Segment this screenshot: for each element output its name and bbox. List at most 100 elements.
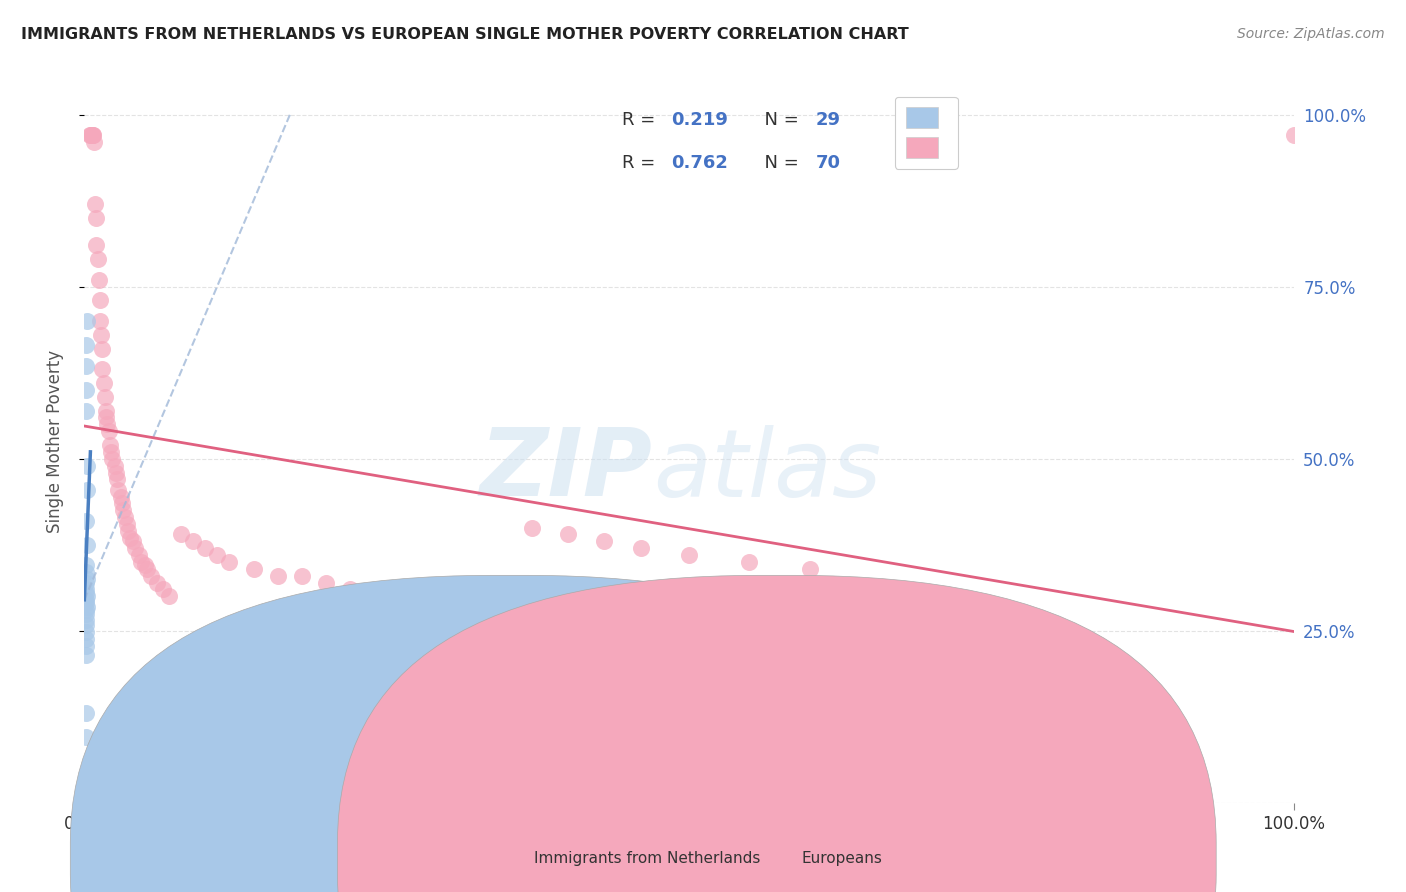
Text: R =: R = (623, 111, 661, 129)
Point (799, 562, 821, 576)
Text: Source: ZipAtlas.com: Source: ZipAtlas.com (1237, 27, 1385, 41)
Point (557, 527, 579, 541)
Point (139, 568, 162, 582)
Point (136, 562, 159, 576)
Point (75, 338, 97, 352)
Point (75, 359, 97, 373)
Point (146, 575, 169, 590)
Point (75, 586, 97, 600)
Point (75, 639, 97, 653)
Point (194, 541, 217, 556)
Point (218, 555, 240, 569)
Point (110, 490, 132, 504)
Point (134, 558, 156, 573)
Point (75, 403, 97, 417)
Point (291, 568, 314, 582)
Point (496, 624, 519, 638)
Point (82, 128, 104, 143)
Text: IMMIGRANTS FROM NETHERLANDS VS EUROPEAN SINGLE MOTHER POVERTY CORRELATION CHART: IMMIGRANTS FROM NETHERLANDS VS EUROPEAN … (21, 27, 908, 42)
Point (86, 238, 108, 252)
Point (76, 599, 98, 614)
Point (1282, 128, 1305, 143)
Point (98, 438, 121, 452)
Point (75, 596, 97, 610)
Point (207, 548, 229, 562)
Point (339, 582, 361, 597)
Point (82, 128, 104, 143)
Point (630, 541, 652, 556)
Legend: , : , (894, 96, 957, 169)
Point (79, 128, 101, 143)
Point (89, 314, 111, 328)
Text: atlas: atlas (652, 425, 882, 516)
Point (75, 514, 97, 528)
Text: 0.219: 0.219 (671, 111, 728, 129)
Point (75, 614, 97, 628)
Point (76, 572, 98, 586)
Text: Immigrants from Netherlands: Immigrants from Netherlands (534, 851, 761, 865)
Point (89, 293, 111, 308)
Point (105, 472, 128, 486)
Point (678, 548, 700, 562)
Point (242, 562, 264, 576)
Point (93, 376, 115, 390)
Point (181, 534, 204, 549)
Point (83, 135, 105, 149)
Text: R =: R = (623, 154, 661, 172)
Point (152, 582, 174, 597)
Point (738, 555, 761, 569)
Point (120, 531, 142, 545)
Point (412, 603, 434, 617)
Point (75, 592, 97, 607)
Point (520, 520, 543, 534)
Point (76, 590, 98, 604)
Point (76, 538, 98, 552)
Point (101, 451, 124, 466)
Point (84, 197, 107, 211)
Point (375, 590, 398, 604)
Point (267, 568, 290, 582)
Point (91, 342, 114, 356)
Point (91, 362, 114, 376)
Point (79, 128, 101, 143)
Point (128, 548, 150, 562)
Point (75, 731, 97, 745)
Point (121, 534, 143, 549)
Point (94, 410, 117, 425)
Point (75, 632, 97, 646)
Point (90, 327, 112, 342)
Point (75, 603, 97, 617)
Point (75, 566, 97, 580)
Point (107, 483, 129, 497)
Point (94, 403, 117, 417)
Point (117, 524, 139, 538)
Point (112, 503, 135, 517)
Point (75, 648, 97, 662)
Point (75, 582, 97, 597)
Point (124, 541, 146, 556)
Point (104, 466, 127, 480)
Point (75, 706, 97, 721)
Point (111, 496, 134, 510)
Point (114, 510, 136, 524)
Point (87, 273, 110, 287)
Point (315, 575, 337, 590)
Point (100, 445, 122, 459)
Point (75, 607, 97, 621)
Point (157, 590, 180, 604)
Text: 70: 70 (815, 154, 841, 172)
Point (94, 390, 117, 404)
Text: 29: 29 (815, 111, 841, 129)
Point (76, 458, 98, 473)
Text: ZIP: ZIP (479, 425, 652, 516)
Text: N =: N = (754, 154, 804, 172)
Point (80, 128, 103, 143)
Text: N =: N = (754, 111, 804, 129)
Text: 0.762: 0.762 (671, 154, 728, 172)
Point (115, 517, 138, 532)
Point (75, 618, 97, 632)
Point (460, 616, 482, 631)
Point (97, 424, 120, 438)
Point (86, 211, 108, 225)
Y-axis label: Single Mother Poverty: Single Mother Poverty (45, 350, 63, 533)
